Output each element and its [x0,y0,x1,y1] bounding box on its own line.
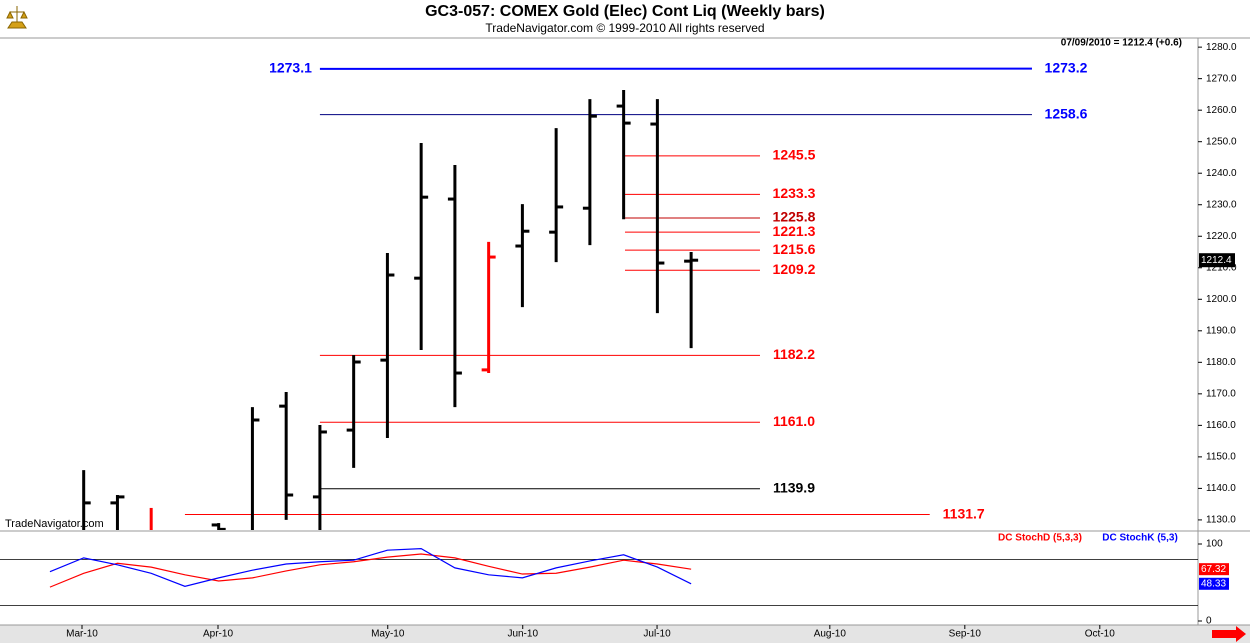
header-text: 07/09/2010 = 1212.4 (+0.6) [1061,38,1182,49]
x-tick-label: Apr-10 [203,629,233,640]
level-label: 1221.3 [773,223,816,239]
level-label: 1273.1 [269,60,312,76]
y-tick-label: 1250.0 [1206,136,1237,147]
legend-entry: DC StochK (5,3) [1102,533,1178,544]
watermark: TradeNavigator.com [5,518,104,530]
y-tick-label: 1240.0 [1206,168,1237,179]
level-label: 1245.5 [773,147,816,163]
level-label: 1225.8 [773,209,816,225]
x-tick-label: Sep-10 [949,629,982,640]
y-tick-label: 1130.0 [1206,515,1236,526]
level-label: 1273.2 [1045,59,1088,75]
chart-subtitle: TradeNavigator.com © 1999-2010 All right… [485,21,764,35]
value-box [1199,577,1229,590]
y-tick-label: 100 [1206,539,1223,550]
x-tick-label: Mar-10 [66,629,98,640]
scroll-arrow[interactable] [1212,626,1246,642]
y-tick-label: 1160.0 [1206,420,1236,431]
y-tick-label: 1170.0 [1206,388,1236,399]
price-plot [82,67,1032,530]
last-value-label: 1212.4 [1201,255,1232,266]
x-axis-band [0,625,1250,643]
x-tick-label: Aug-10 [814,629,847,640]
y-tick-label: 1230.0 [1206,199,1237,210]
y-tick-label: 1180.0 [1206,357,1236,368]
y-tick-label: 1280.0 [1206,42,1237,53]
y-tick-label: 1150.0 [1206,452,1236,463]
x-tick-label: May-10 [371,629,405,640]
value-label: 67.32 [1201,564,1226,575]
level-label: 1258.6 [1045,105,1088,121]
y-tick-label: 1210.0 [1206,262,1237,273]
logo [4,4,30,32]
legend-entry: DC StochD (5,3,3) [998,533,1082,544]
value-box [1199,563,1229,576]
stoch-line [49,548,692,587]
y-tick-label: 1200.0 [1206,294,1237,305]
level-label: 1209.2 [773,261,816,277]
value-label: 48.33 [1201,578,1226,589]
level-label: 1215.6 [773,241,816,257]
level-label: 1139.9 [773,479,815,495]
y-tick-label: 1190.0 [1206,325,1236,336]
x-tick-label: Oct-10 [1085,629,1115,640]
y-tick-label: 0 [1206,616,1212,627]
y-tick-label: 1260.0 [1206,105,1237,116]
last-value-box [1199,253,1235,268]
chart-title: GC3-057: COMEX Gold (Elec) Cont Liq (Wee… [425,3,825,20]
level-label: 1161.0 [773,413,815,429]
y-tick-label: 1270.0 [1206,73,1237,84]
x-tick-label: Jun-10 [507,629,538,640]
stoch-line [49,553,692,588]
level-label: 1233.3 [773,185,816,201]
level-label: 1131.7 [943,505,985,521]
y-tick-label: 1140.0 [1206,483,1236,494]
level-label: 1182.2 [773,346,815,362]
y-tick-label: 1220.0 [1206,231,1237,242]
x-tick-label: Jul-10 [643,629,671,640]
